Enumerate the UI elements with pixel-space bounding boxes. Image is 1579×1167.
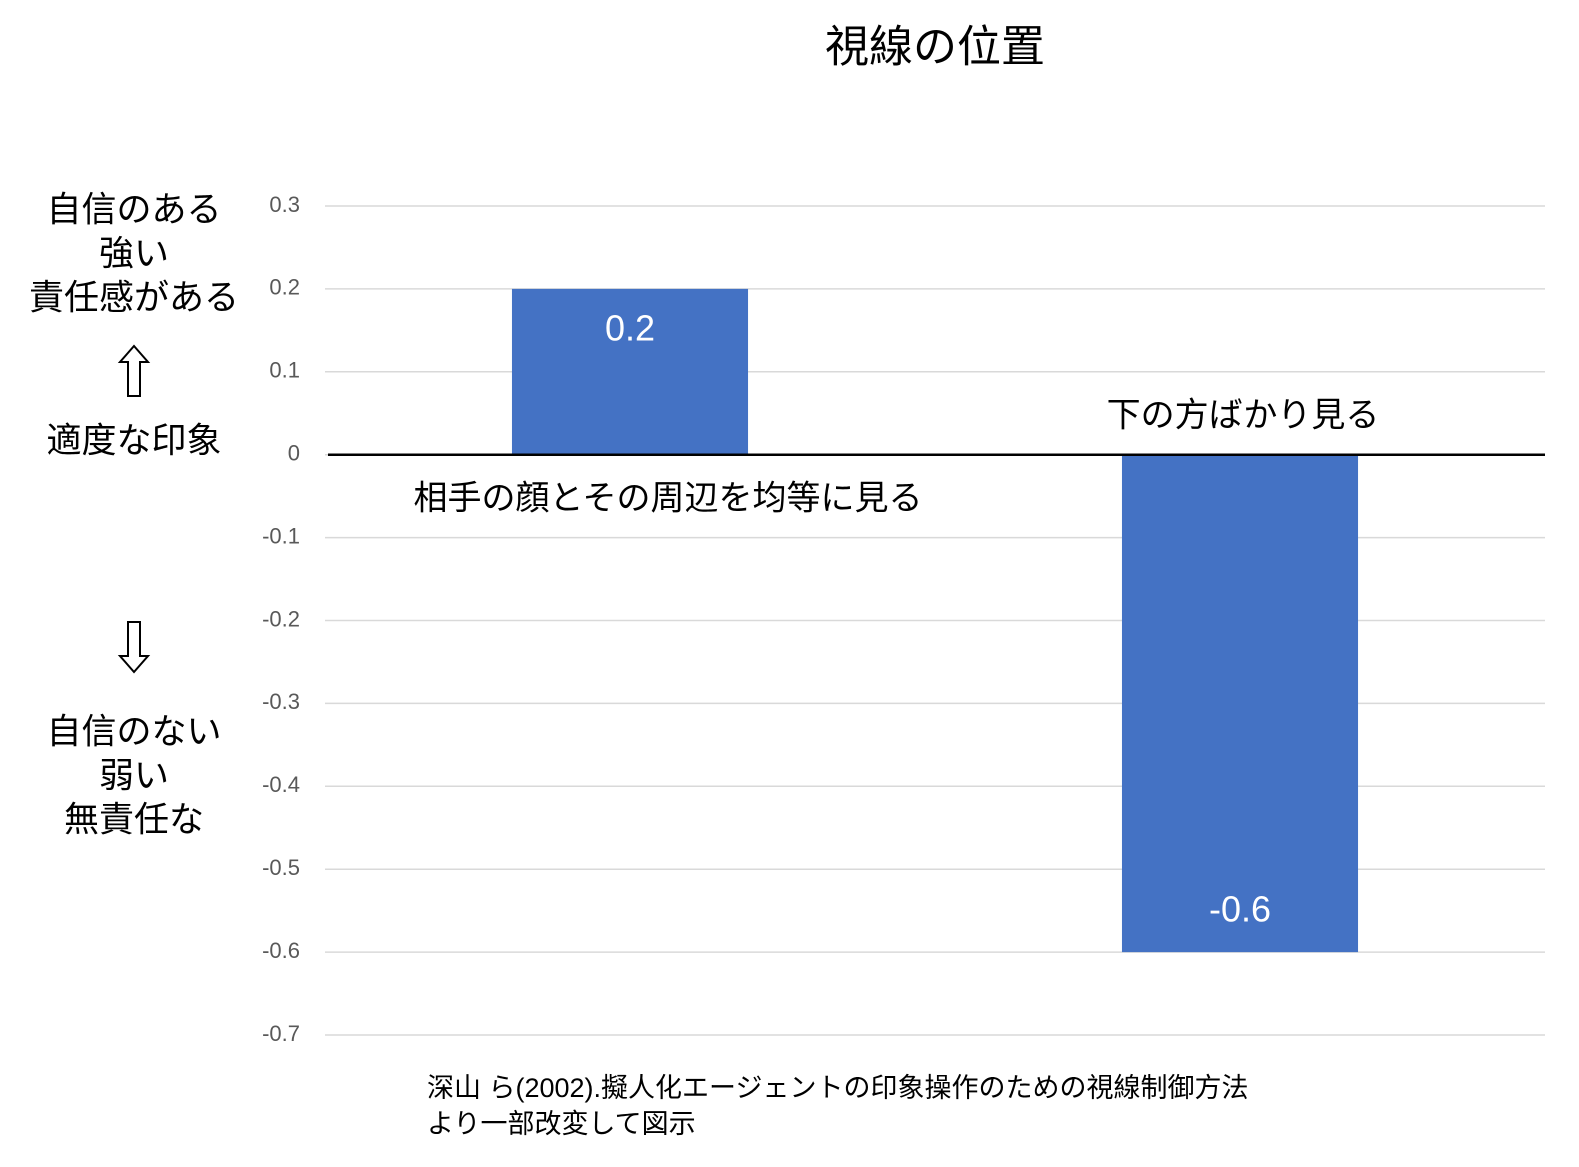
- annotation: 適度な印象: [46, 421, 221, 460]
- bar: [511, 288, 749, 455]
- annotation: 無責任な: [64, 800, 204, 839]
- category-label: 下の方ばかり見る: [1107, 397, 1380, 435]
- annotation: 弱い: [99, 756, 169, 795]
- category-label: 相手の顔とその周辺を均等に見る: [414, 480, 923, 518]
- value-label: -0.6: [1209, 889, 1271, 930]
- y-tick-label: -0.2: [262, 606, 300, 631]
- annotation: 自信のない: [46, 712, 221, 751]
- y-tick-label: -0.6: [262, 938, 300, 963]
- up-arrow: [117, 344, 151, 397]
- value-label: 0.2: [605, 307, 655, 348]
- source-note: より一部改変して図示: [427, 1109, 696, 1139]
- bar: [1121, 454, 1359, 953]
- y-tick-label: 0: [288, 441, 300, 466]
- y-tick-label: -0.5: [262, 855, 300, 880]
- annotation: 自信のある: [46, 190, 221, 229]
- y-tick-label: -0.4: [262, 772, 300, 797]
- y-tick-label: 0.3: [269, 192, 300, 217]
- source-note: 深山 ら(2002).擬人化エージェントの印象操作のための視線制御方法: [427, 1073, 1249, 1103]
- annotation: 責任感がある: [29, 278, 239, 317]
- y-tick-label: -0.3: [262, 689, 300, 714]
- annotation: 強い: [99, 234, 169, 273]
- y-tick-label: 0.1: [269, 358, 300, 383]
- down-arrow: [117, 621, 151, 674]
- y-tick-label: -0.1: [262, 523, 300, 548]
- chart-title: 視線の位置: [825, 23, 1045, 72]
- y-tick-label: -0.7: [262, 1021, 300, 1046]
- y-tick-label: 0.2: [269, 275, 300, 300]
